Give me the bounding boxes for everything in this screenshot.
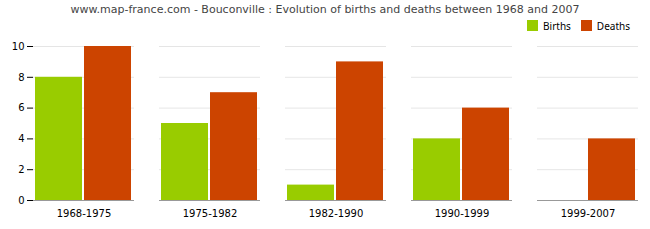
svg-text:1999-2007: 1999-2007 (561, 208, 616, 219)
svg-text:4: 4 (18, 133, 24, 144)
svg-text:10: 10 (12, 41, 25, 52)
svg-text:0: 0 (18, 195, 24, 206)
svg-text:1975-1982: 1975-1982 (183, 208, 238, 219)
svg-text:8: 8 (18, 72, 24, 83)
svg-text:1968-1975: 1968-1975 (57, 208, 112, 219)
html-text:www.map-france.com - Bouconvil: www.map-france.com - Bouconville : Evolu… (70, 3, 580, 16)
svg-text:2: 2 (18, 164, 24, 175)
html-text:Deaths: Deaths (596, 18, 630, 33)
svg-text:6: 6 (18, 102, 24, 113)
html-text:Births: Births (543, 18, 571, 33)
svg-text:1982-1990: 1982-1990 (309, 208, 364, 219)
svg-text:1990-1999: 1990-1999 (435, 208, 490, 219)
